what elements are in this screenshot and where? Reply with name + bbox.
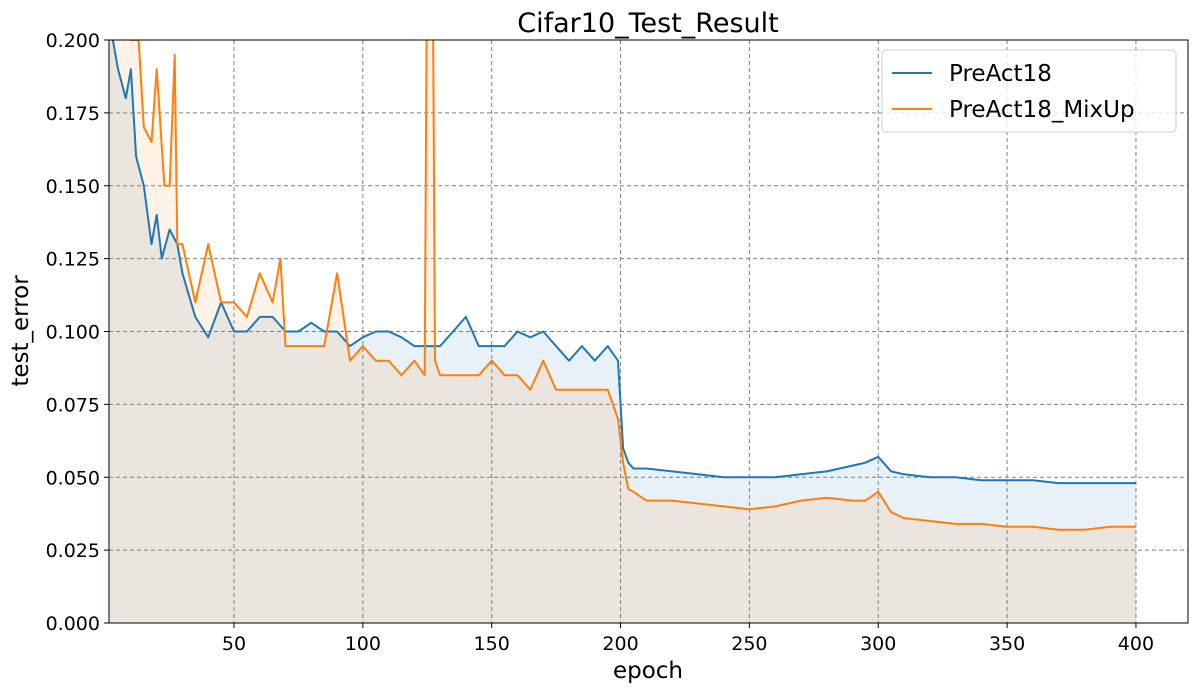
y-tick-label: 0.050 <box>46 467 100 489</box>
area-fill <box>109 40 1136 623</box>
x-tick-label: 400 <box>1118 633 1154 655</box>
y-tick-label: 0.150 <box>46 176 100 198</box>
legend-box <box>881 49 1177 133</box>
legend-label: PreAct18 <box>949 61 1052 87</box>
x-tick-label: 250 <box>731 633 767 655</box>
y-tick-label: 0.200 <box>46 30 100 52</box>
x-tick-label: 300 <box>860 633 896 655</box>
legend: PreAct18 PreAct18_MixUp <box>881 49 1177 133</box>
y-tick-label: 0.075 <box>46 394 100 416</box>
ticks: 0.000 0.025 0.050 0.075 0.100 0.125 0.150 0.175… <box>46 30 1154 655</box>
y-tick-label: 0.025 <box>46 540 100 562</box>
x-tick-label: 350 <box>989 633 1025 655</box>
y-tick-label: 0.175 <box>46 103 100 125</box>
series-line <box>111 40 1136 485</box>
x-tick-label: 150 <box>474 633 510 655</box>
x-tick-label: 50 <box>222 633 246 655</box>
x-tick-label: 100 <box>345 633 381 655</box>
fills <box>109 40 1136 623</box>
lines <box>111 40 1136 531</box>
y-tick-label: 0.100 <box>46 322 100 344</box>
chart-title: Cifar10_Test_Result <box>517 8 778 39</box>
y-tick-label: 0.000 <box>46 613 100 635</box>
y-axis-label: test_error <box>8 275 34 387</box>
legend-label: PreAct18_MixUp <box>949 97 1135 123</box>
x-tick-label: 200 <box>602 633 638 655</box>
y-tick-label: 0.125 <box>46 249 100 271</box>
area-fill <box>109 40 1136 623</box>
x-axis-label: epoch <box>613 658 683 684</box>
series-line <box>129 40 1136 531</box>
